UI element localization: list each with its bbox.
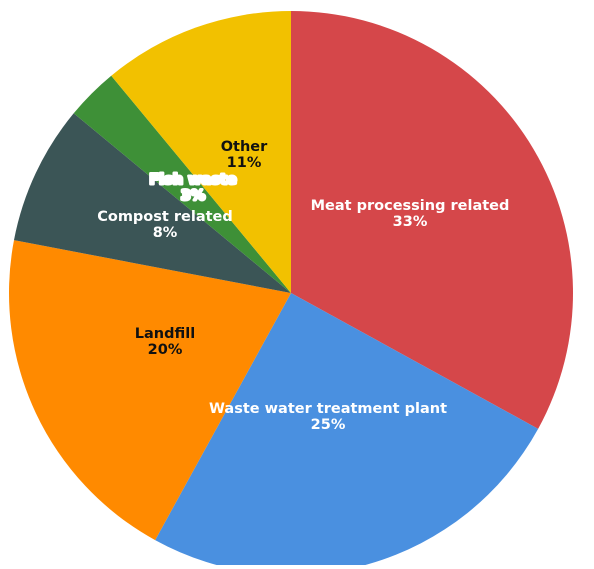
- slice-value-meat-processing-related: 33%: [393, 214, 428, 230]
- slice-label-meat-processing-related: Meat processing related: [311, 198, 510, 214]
- slice-value-landfill: 20%: [148, 342, 183, 358]
- slice-value-fish-waste: 3%: [181, 188, 206, 204]
- slice-label-waste-water-treatment-plant: Waste water treatment plant: [209, 401, 447, 417]
- slice-value-other: 11%: [227, 155, 262, 171]
- slice-label-other: Other: [221, 139, 268, 155]
- pie-slice-fish-waste: [73, 75, 291, 293]
- slice-label-compost-related: Compost related: [97, 209, 233, 225]
- slice-label-fish-waste: Fish waste: [149, 172, 237, 188]
- pie-slice-compost-related: [13, 113, 292, 293]
- slice-label-landfill: Landfill: [135, 326, 195, 342]
- pie-slice-meat-processing-related: [291, 11, 573, 429]
- pie-slice-landfill: [8, 240, 291, 541]
- pie-slice-waste-water-treatment-plant: [155, 293, 539, 569]
- slice-value-waste-water-treatment-plant: 25%: [311, 417, 346, 433]
- pie-slice-other: [111, 11, 291, 293]
- slices-layer: [8, 11, 573, 569]
- slice-value-compost-related: 8%: [153, 225, 178, 241]
